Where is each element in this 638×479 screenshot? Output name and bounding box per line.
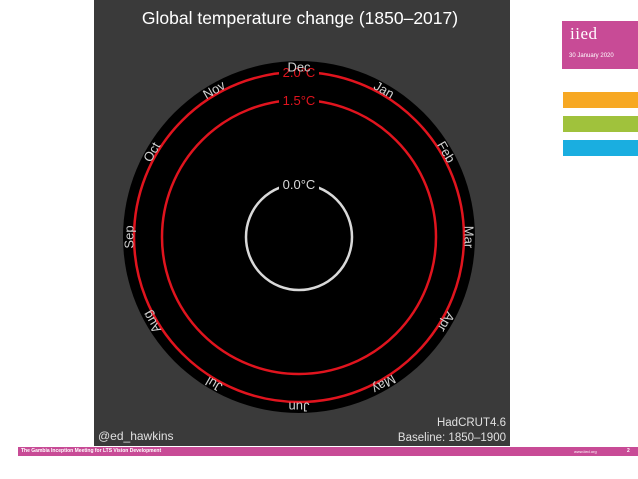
ring-label-bg-2 xyxy=(279,176,319,190)
dataset-label: HadCRUT4.6 xyxy=(437,417,506,429)
temperature-spiral-chart: Global temperature change (1850–2017) 2.0… xyxy=(98,8,506,444)
chart-panel: Global temperature change (1850–2017) 2.0… xyxy=(94,0,510,446)
month-label-mar: Mar xyxy=(462,226,477,249)
footer-bar: The Gambia Inception Meeting for LTS Vis… xyxy=(18,447,638,456)
month-label-sep: Sep xyxy=(121,225,136,248)
baseline-label: Baseline: 1850–1900 xyxy=(398,432,506,444)
green-stripe xyxy=(563,116,638,132)
month-label-dec: Dec xyxy=(287,59,311,74)
presentation-date: 30 January 2020 xyxy=(569,53,614,59)
chart-disc xyxy=(123,61,475,413)
footer-url: www.iied.org xyxy=(574,448,597,454)
ring-label-0: 2.0°C xyxy=(283,65,316,80)
ring-label-bg-0 xyxy=(279,64,319,78)
iied-logo: iied 30 January 2020 xyxy=(562,21,638,69)
orange-stripe xyxy=(563,92,638,108)
ring-label-1: 1.5°C xyxy=(283,93,316,108)
chart-title: Global temperature change (1850–2017) xyxy=(142,8,458,28)
ring-label-bg-1 xyxy=(279,92,319,106)
blue-stripe xyxy=(563,140,638,156)
footer-title: The Gambia Inception Meeting for LTS Vis… xyxy=(21,448,162,454)
author-credit: @ed_hawkins xyxy=(98,429,174,443)
page-number: 2 xyxy=(627,448,630,454)
logo-wordmark: iied xyxy=(570,24,598,43)
month-label-jul: Jul xyxy=(203,374,225,395)
ring-label-2: 0.0°C xyxy=(283,177,316,192)
month-label-jun: Jun xyxy=(289,400,310,415)
